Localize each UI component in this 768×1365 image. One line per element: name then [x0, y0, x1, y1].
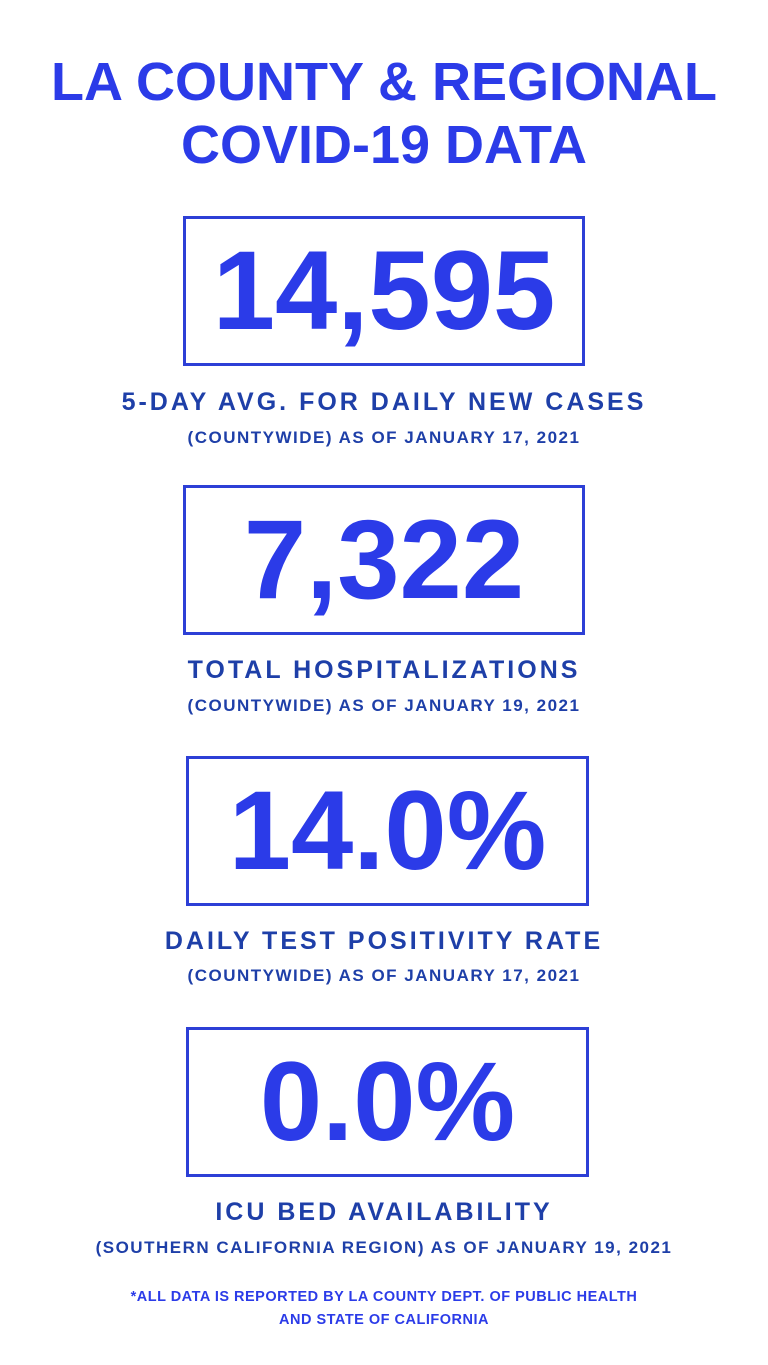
stat-box: 0.0% [186, 1027, 589, 1177]
stat-sublabel: (COUNTYWIDE) AS OF JANUARY 17, 2021 [187, 966, 581, 985]
stat-label: TOTAL HOSPITALIZATIONS [187, 656, 581, 684]
stat-value: 0.0% [259, 1039, 516, 1164]
stat-label: 5-DAY AVG. FOR DAILY NEW CASES [121, 388, 647, 416]
stat-value: 7,322 [243, 497, 525, 622]
stat-box: 7,322 [183, 485, 585, 635]
stat-value: 14.0% [228, 768, 547, 893]
footnote-line: *ALL DATA IS REPORTED BY LA COUNTY DEPT.… [130, 1289, 638, 1305]
stat-label: ICU BED AVAILABILITY [215, 1198, 553, 1226]
stat-box: 14,595 [183, 216, 585, 366]
stat-sublabel: (COUNTYWIDE) AS OF JANUARY 19, 2021 [187, 696, 581, 715]
stat-box: 14.0% [186, 756, 589, 906]
stat-sublabel: (SOUTHERN CALIFORNIA REGION) AS OF JANUA… [95, 1238, 673, 1257]
stat-label: DAILY TEST POSITIVITY RATE [164, 927, 604, 955]
stat-value: 14,595 [212, 228, 556, 353]
footnote-line: AND STATE OF CALIFORNIA [279, 1312, 489, 1328]
title-line: LA COUNTY & REGIONAL [50, 52, 717, 112]
stat-sublabel: (COUNTYWIDE) AS OF JANUARY 17, 2021 [187, 428, 581, 447]
title-line: COVID-19 DATA [180, 115, 588, 175]
